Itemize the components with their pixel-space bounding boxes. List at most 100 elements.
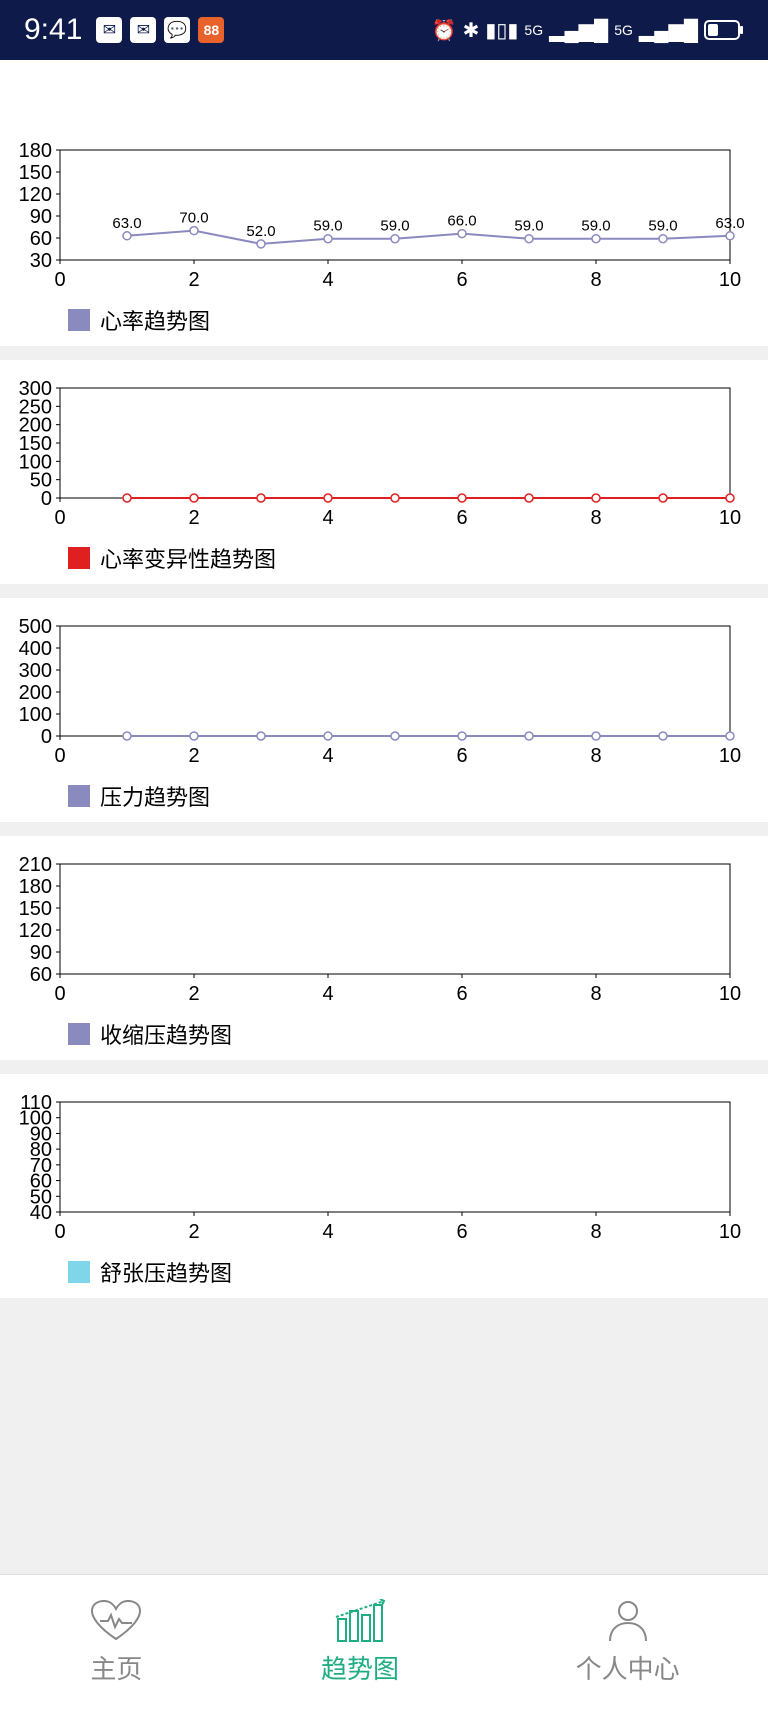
signal-bars-icon: ▂▄▆█: [639, 18, 698, 43]
svg-text:8: 8: [590, 269, 601, 291]
svg-text:2: 2: [188, 269, 199, 291]
svg-text:4: 4: [322, 507, 333, 529]
svg-text:6: 6: [456, 269, 467, 291]
heart-icon: [88, 1599, 144, 1643]
chart-heart-rate: 306090120150180024681063.070.052.059.059…: [0, 60, 768, 346]
chart-diastolic: 4050607080901001100246810 舒张压趋势图: [0, 1074, 768, 1298]
svg-text:0: 0: [54, 983, 65, 1005]
chat-icon: 💬: [164, 17, 190, 43]
chart-svg: 4050607080901001100246810: [0, 1092, 768, 1252]
svg-text:59.0: 59.0: [581, 218, 610, 235]
svg-text:66.0: 66.0: [447, 213, 476, 230]
bars-chart-icon: [332, 1599, 388, 1643]
bluetooth-icon: ✱: [463, 18, 480, 43]
svg-text:8: 8: [590, 1221, 601, 1243]
svg-text:90: 90: [30, 942, 52, 964]
svg-text:300: 300: [19, 378, 52, 400]
svg-text:110: 110: [20, 1092, 52, 1114]
svg-text:63.0: 63.0: [112, 215, 141, 232]
svg-text:6: 6: [456, 983, 467, 1005]
svg-text:10: 10: [719, 507, 741, 529]
svg-text:300: 300: [19, 660, 52, 682]
battery-icon: [704, 20, 744, 40]
chart-svg: 60901201501802100246810: [0, 854, 768, 1014]
svg-text:10: 10: [719, 269, 741, 291]
svg-text:90: 90: [30, 206, 52, 228]
svg-text:200: 200: [19, 682, 52, 704]
svg-text:59.0: 59.0: [514, 218, 543, 235]
svg-text:4: 4: [322, 745, 333, 767]
bottom-nav: 主页 趋势图 个人中心: [0, 1574, 768, 1709]
signal-5g-icon: 5G: [614, 22, 633, 38]
chart-svg: 0100200300400500 0 2 4 6 8 10: [0, 616, 768, 776]
status-time: 9:41: [24, 13, 82, 47]
svg-text:100: 100: [19, 704, 52, 726]
chart-systolic: 60901201501802100246810 收缩压趋势图: [0, 836, 768, 1060]
chart-legend: 收缩压趋势图: [0, 1014, 768, 1060]
signal-5g-icon: 5G: [524, 22, 543, 38]
svg-text:400: 400: [19, 638, 52, 660]
legend-swatch: [68, 1261, 90, 1283]
svg-text:180: 180: [19, 876, 52, 898]
chart-legend: 舒张压趋势图: [0, 1252, 768, 1298]
status-right: ⏰ ✱ ▮▯▮ 5G ▂▄▆█ 5G ▂▄▆█: [432, 18, 744, 43]
svg-text:10: 10: [719, 1221, 741, 1243]
svg-text:2: 2: [188, 983, 199, 1005]
svg-text:8: 8: [590, 507, 601, 529]
status-bar: 9:41 ✉ ✉ 💬 88 ⏰ ✱ ▮▯▮ 5G ▂▄▆█ 5G ▂▄▆█: [0, 0, 768, 60]
chart-svg: 306090120150180024681063.070.052.059.059…: [0, 140, 768, 300]
person-icon: [600, 1599, 656, 1643]
nav-home[interactable]: 主页: [88, 1599, 144, 1686]
svg-text:8: 8: [590, 983, 601, 1005]
svg-text:0: 0: [54, 507, 65, 529]
svg-text:0: 0: [41, 726, 52, 748]
svg-text:4: 4: [322, 983, 333, 1005]
chart-legend: 压力趋势图: [0, 776, 768, 822]
svg-text:59.0: 59.0: [313, 218, 342, 235]
alarm-icon: ⏰: [432, 18, 457, 43]
legend-swatch: [68, 547, 90, 569]
svg-text:4: 4: [322, 269, 333, 291]
svg-text:6: 6: [456, 1221, 467, 1243]
svg-text:2: 2: [188, 745, 199, 767]
svg-text:0: 0: [54, 269, 65, 291]
svg-text:10: 10: [719, 745, 741, 767]
nav-profile-label: 个人中心: [576, 1649, 680, 1686]
svg-text:150: 150: [19, 898, 52, 920]
charts-container: 306090120150180024681063.070.052.059.059…: [0, 60, 768, 1574]
chart-legend: 心率趋势图: [0, 300, 768, 346]
svg-text:70.0: 70.0: [179, 210, 208, 227]
svg-text:180: 180: [19, 140, 52, 162]
svg-text:8: 8: [590, 745, 601, 767]
legend-label: 收缩压趋势图: [100, 1018, 232, 1050]
nav-trends-label: 趋势图: [321, 1649, 399, 1686]
svg-text:2: 2: [188, 1221, 199, 1243]
svg-text:59.0: 59.0: [648, 218, 677, 235]
svg-text:60: 60: [30, 228, 52, 250]
nav-profile[interactable]: 个人中心: [576, 1599, 680, 1686]
signal-bars-icon: ▂▄▆█: [549, 18, 608, 43]
legend-label: 心率趋势图: [100, 304, 210, 336]
svg-text:210: 210: [19, 854, 52, 876]
chart-svg: 0501001502002503000246810: [0, 378, 768, 538]
svg-text:2: 2: [188, 507, 199, 529]
legend-swatch: [68, 309, 90, 331]
status-left: 9:41 ✉ ✉ 💬 88: [24, 13, 224, 47]
legend-label: 舒张压趋势图: [100, 1256, 232, 1288]
mail-icon: ✉: [130, 17, 156, 43]
svg-text:4: 4: [322, 1221, 333, 1243]
svg-text:6: 6: [456, 745, 467, 767]
nav-trends[interactable]: 趋势图: [321, 1599, 399, 1686]
svg-text:6: 6: [456, 507, 467, 529]
svg-text:500: 500: [19, 616, 52, 638]
chart-hrv: 0501001502002503000246810 心率变异性趋势图: [0, 360, 768, 584]
svg-text:0: 0: [54, 1221, 65, 1243]
nav-home-label: 主页: [90, 1649, 142, 1686]
svg-text:0: 0: [54, 745, 65, 767]
svg-text:52.0: 52.0: [246, 223, 275, 240]
svg-text:150: 150: [19, 162, 52, 184]
svg-text:10: 10: [719, 983, 741, 1005]
legend-label: 压力趋势图: [100, 780, 210, 812]
svg-text:120: 120: [19, 184, 52, 206]
svg-text:120: 120: [19, 920, 52, 942]
